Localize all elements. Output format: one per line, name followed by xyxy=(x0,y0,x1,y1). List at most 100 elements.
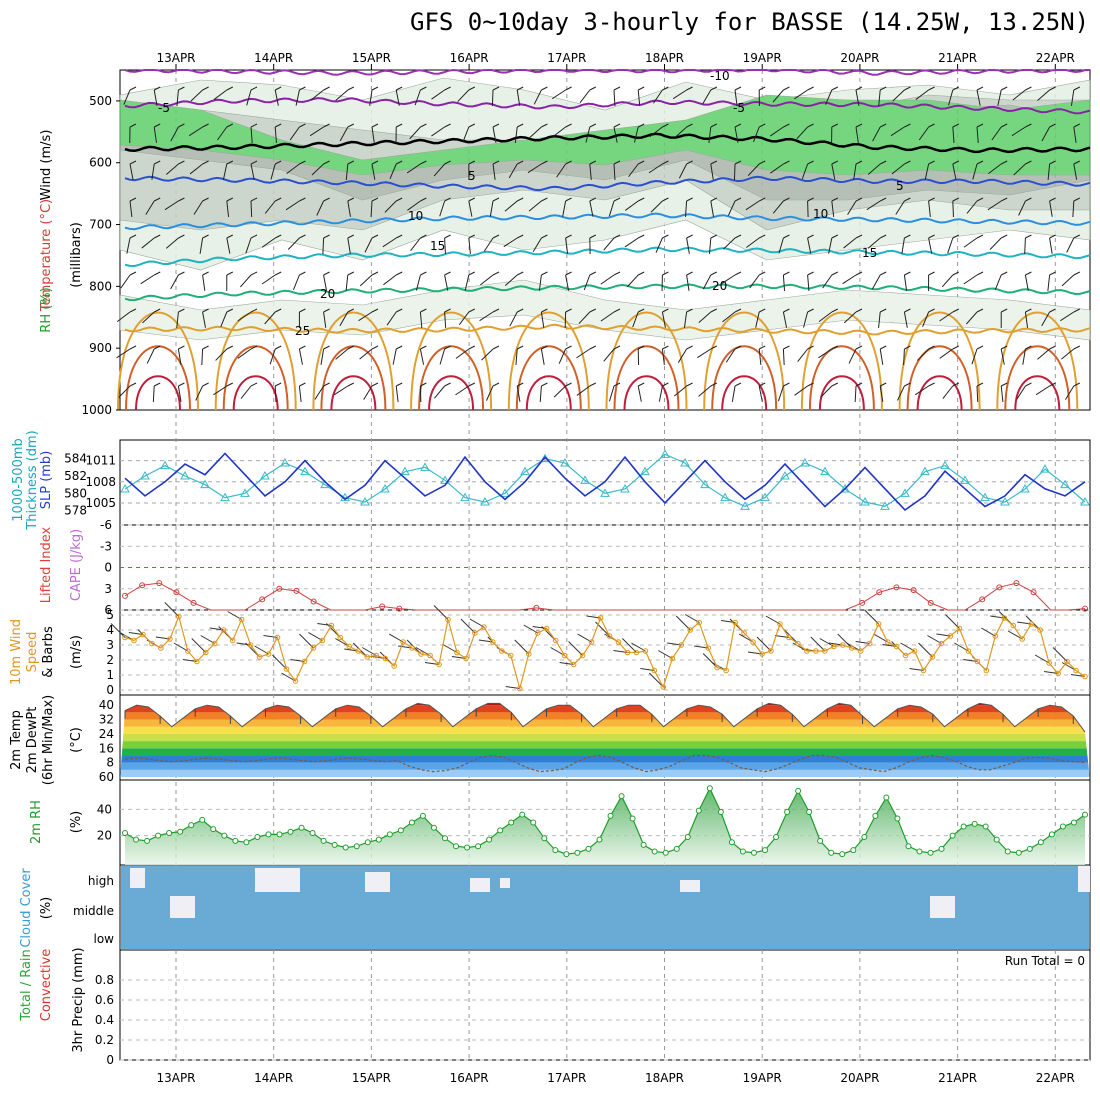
wind-barb-flag xyxy=(734,345,742,350)
wind-barb xyxy=(237,311,252,322)
wind-barb xyxy=(226,237,231,254)
wind-barb xyxy=(997,89,1002,106)
wind-speed-point xyxy=(427,652,433,659)
li-tick: 3 xyxy=(104,582,112,596)
wind-barb-flag xyxy=(444,86,451,91)
wind-barb xyxy=(855,89,860,106)
thickness-point xyxy=(920,466,930,476)
wind-barb-flag xyxy=(516,86,524,91)
wind-speed-point xyxy=(965,648,972,654)
wind-barb-flag xyxy=(783,308,790,313)
temp-band xyxy=(120,726,1090,734)
surface-barb xyxy=(460,618,476,634)
wind-barb-flag xyxy=(226,160,234,165)
lifted-index-point xyxy=(893,584,900,591)
rh-tick: 20 xyxy=(97,829,112,843)
wind-barb xyxy=(565,274,570,291)
wind-barb xyxy=(491,89,494,107)
wind-barb xyxy=(392,348,397,365)
wind-speed-point xyxy=(552,637,559,644)
wind-speed-point xyxy=(696,619,703,626)
wind-barb xyxy=(386,311,397,326)
thickness-point xyxy=(620,483,630,493)
rh-point xyxy=(1059,823,1066,830)
wind-speed-point xyxy=(176,613,182,620)
wind-barb xyxy=(650,200,663,213)
wind-barb xyxy=(989,237,1002,250)
wind-speed-point xyxy=(947,633,954,639)
wind-barb xyxy=(976,385,979,403)
wind-speed-point xyxy=(759,651,765,657)
wind-barb xyxy=(539,385,542,402)
wind-barb-flag xyxy=(153,234,161,239)
warm-loop xyxy=(428,375,475,411)
wind-barb-flag xyxy=(758,160,766,165)
wind-speed-point xyxy=(534,630,541,636)
thickness-point xyxy=(560,457,570,467)
wind-speed-point xyxy=(911,648,918,654)
warm-loop xyxy=(906,345,973,411)
pressure-tick: 700 xyxy=(89,218,112,232)
thickness-point xyxy=(960,475,970,484)
wind-barb xyxy=(533,89,542,105)
wind-speed-point xyxy=(418,651,424,657)
wind-speed-point xyxy=(445,616,451,623)
wind-barb xyxy=(576,385,591,396)
wind-barb-flag xyxy=(734,160,742,165)
rh-point xyxy=(806,808,813,815)
wind-barb xyxy=(170,274,179,290)
wind-barb xyxy=(468,200,473,217)
axis-label-rh2m: (%) xyxy=(69,811,84,834)
li-tick: 0 xyxy=(104,561,112,575)
wind-barb xyxy=(831,200,835,217)
wind-barb xyxy=(918,126,930,141)
wind-barb-flag xyxy=(710,382,718,387)
isotherm-line xyxy=(124,68,1090,76)
wind-barb xyxy=(458,311,470,326)
wind-barb xyxy=(250,200,253,218)
wind-barb-flag xyxy=(226,197,234,202)
wind-barb-flag xyxy=(178,271,185,276)
wind-barb-flag xyxy=(589,382,597,387)
wind-barb xyxy=(358,311,373,322)
warm-loop xyxy=(507,311,590,411)
wind-barb xyxy=(295,89,300,106)
wind-barb-flag xyxy=(395,271,403,276)
wind-barb-flag xyxy=(928,197,935,202)
thickness-line xyxy=(124,453,1086,507)
wind-barb-flag xyxy=(637,308,645,313)
isotherm-line xyxy=(124,97,1091,115)
surface-barb xyxy=(702,653,718,668)
wind-barb-flag xyxy=(879,345,887,350)
isotherm-label: 5 xyxy=(468,169,476,183)
thickness-point xyxy=(520,466,530,476)
wind-barb-flag xyxy=(952,160,960,165)
axis-label-precip: Convective xyxy=(39,949,54,1022)
thickness-point xyxy=(500,488,510,497)
wind-barb-flag xyxy=(274,160,282,165)
wind-barb-flag xyxy=(202,160,209,165)
li-tick: -3 xyxy=(100,539,112,553)
wind-speed-point xyxy=(436,661,442,668)
temp-band xyxy=(120,748,1090,756)
wind-barb-flag xyxy=(783,271,790,276)
wind-barb-flag xyxy=(637,345,645,350)
rh-point xyxy=(695,807,702,814)
rh-line xyxy=(124,786,1086,855)
wind-barb-flag xyxy=(904,160,911,165)
wind-barb-flag xyxy=(686,123,693,128)
cloud-gap xyxy=(500,878,510,888)
wind-barb xyxy=(831,163,836,180)
rh-area xyxy=(125,788,1085,865)
wind-barb xyxy=(274,385,277,403)
wind-barb-flag xyxy=(347,234,355,239)
thickness-point xyxy=(300,466,310,476)
wind-barb-flag xyxy=(395,382,403,387)
wind-speed-point xyxy=(185,648,191,654)
lifted-index-point xyxy=(276,585,283,592)
wind-barb xyxy=(226,200,230,217)
wind-speed-point xyxy=(884,639,891,645)
surface-barb xyxy=(433,605,449,620)
wind-barb-flag xyxy=(516,271,524,276)
